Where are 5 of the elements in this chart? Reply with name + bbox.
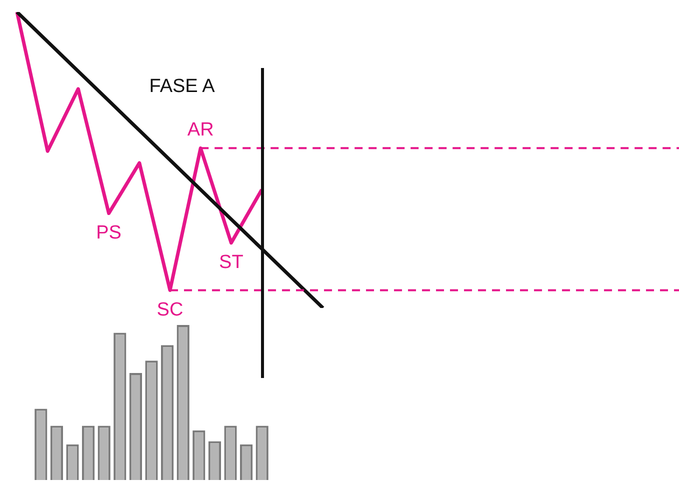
annotation: FASE A xyxy=(149,76,216,98)
annotation: PS xyxy=(96,222,122,244)
annotation: ST xyxy=(219,252,244,274)
annotation: SC xyxy=(156,299,184,320)
annotation: AR xyxy=(187,119,214,140)
